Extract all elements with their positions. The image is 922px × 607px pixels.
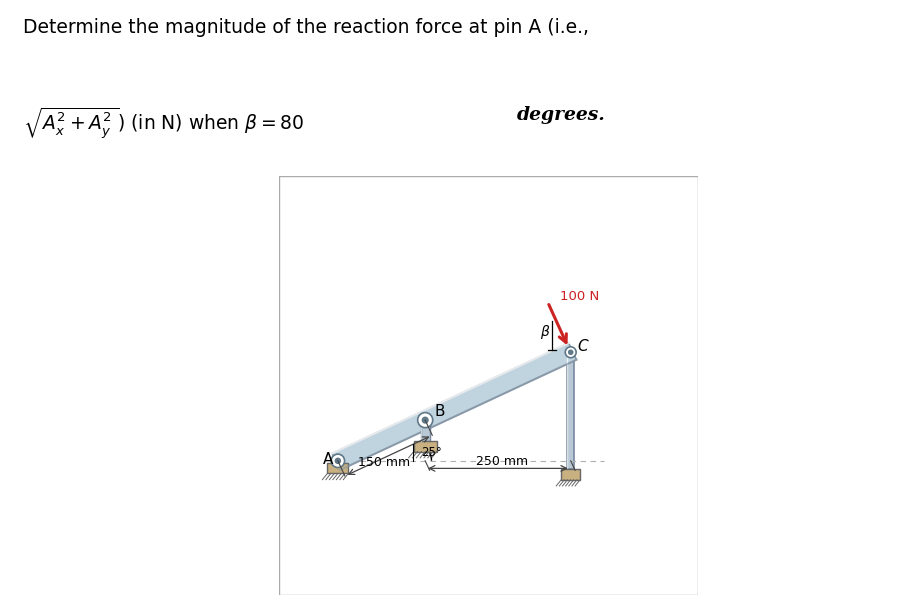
Circle shape xyxy=(418,413,432,428)
Circle shape xyxy=(422,417,428,423)
Circle shape xyxy=(331,454,345,467)
Text: 100 N: 100 N xyxy=(561,290,599,303)
Bar xyxy=(567,350,574,469)
Circle shape xyxy=(336,458,340,463)
Circle shape xyxy=(569,350,573,354)
Text: 25°: 25° xyxy=(421,446,442,459)
Polygon shape xyxy=(332,343,576,470)
Text: C: C xyxy=(577,339,587,354)
Text: Determine the magnitude of the reaction force at pin A (i.e.,: Determine the magnitude of the reaction … xyxy=(23,18,589,37)
Text: 150 mm: 150 mm xyxy=(359,456,410,469)
Text: B: B xyxy=(434,404,445,419)
Bar xyxy=(414,441,437,452)
Bar xyxy=(561,469,580,480)
Bar xyxy=(420,420,430,441)
Text: $\beta$: $\beta$ xyxy=(540,322,550,341)
Circle shape xyxy=(565,347,576,358)
Text: 250 mm: 250 mm xyxy=(476,455,528,468)
Text: $\sqrt{A_x^2 + A_y^2\,}$) (in N) when $\beta = 80$: $\sqrt{A_x^2 + A_y^2\,}$) (in N) when $\… xyxy=(23,106,304,141)
Bar xyxy=(327,463,349,473)
Text: A: A xyxy=(324,452,334,467)
Text: degrees.: degrees. xyxy=(516,106,605,124)
